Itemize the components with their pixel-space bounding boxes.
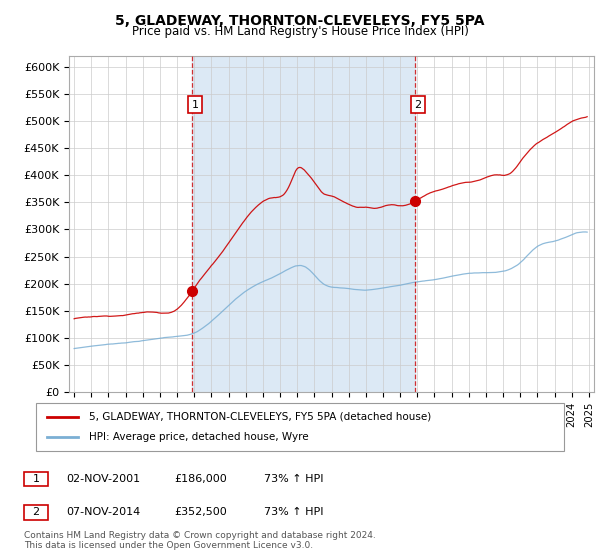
Text: 2: 2 — [415, 100, 422, 110]
Text: 1: 1 — [32, 474, 40, 484]
Text: £186,000: £186,000 — [174, 474, 227, 484]
Text: 5, GLADEWAY, THORNTON-CLEVELEYS, FY5 5PA (detached house): 5, GLADEWAY, THORNTON-CLEVELEYS, FY5 5PA… — [89, 412, 431, 422]
Text: 5, GLADEWAY, THORNTON-CLEVELEYS, FY5 5PA: 5, GLADEWAY, THORNTON-CLEVELEYS, FY5 5PA — [115, 14, 485, 28]
Text: 73% ↑ HPI: 73% ↑ HPI — [264, 507, 323, 517]
Text: 07-NOV-2014: 07-NOV-2014 — [66, 507, 140, 517]
Text: HPI: Average price, detached house, Wyre: HPI: Average price, detached house, Wyre — [89, 432, 308, 442]
Text: 1: 1 — [191, 100, 199, 110]
Text: 2: 2 — [32, 507, 40, 517]
Text: 02-NOV-2001: 02-NOV-2001 — [66, 474, 140, 484]
Text: Contains HM Land Registry data © Crown copyright and database right 2024.
This d: Contains HM Land Registry data © Crown c… — [24, 530, 376, 550]
Text: £352,500: £352,500 — [174, 507, 227, 517]
Text: Price paid vs. HM Land Registry's House Price Index (HPI): Price paid vs. HM Land Registry's House … — [131, 25, 469, 38]
FancyBboxPatch shape — [36, 403, 564, 451]
Text: 73% ↑ HPI: 73% ↑ HPI — [264, 474, 323, 484]
Bar — [191, 56, 415, 392]
